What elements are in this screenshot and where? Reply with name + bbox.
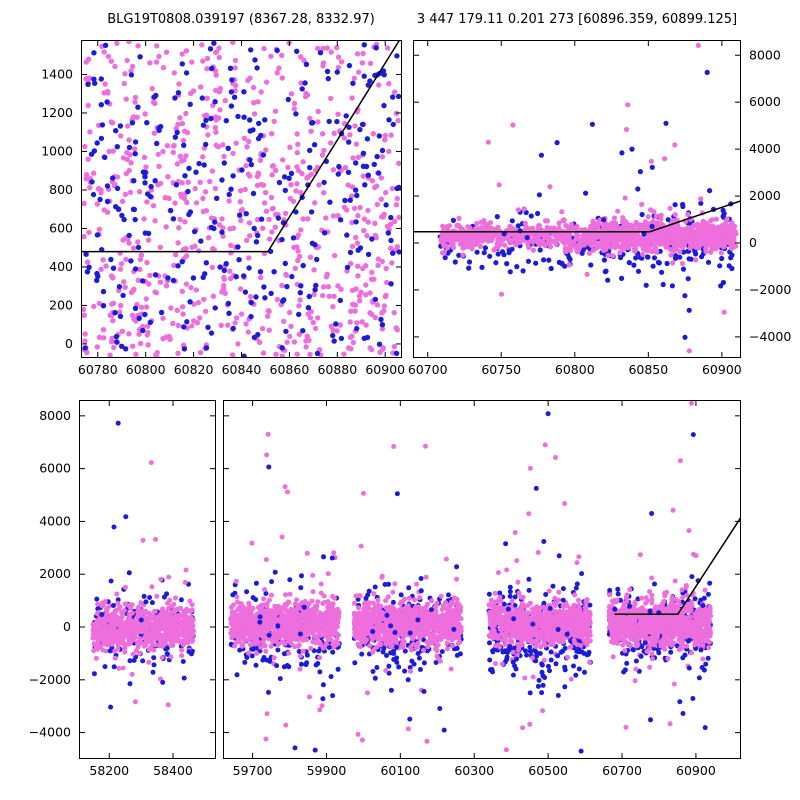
tick-labels: 58200 58400 −4000 −2000 0 2000 4000 6000 8000	[29, 408, 193, 778]
y-tick-label: −4000	[29, 725, 71, 740]
axis-ticks	[223, 400, 741, 759]
blue-extremes	[111, 420, 129, 530]
tick-labels: 60700 60750 60800 60850 60900 −4000 −2000 0 2000…	[408, 47, 792, 377]
x-tick-label: 60800	[126, 362, 166, 377]
blue-outliers-s2	[363, 582, 457, 733]
y-tick-label: 8000	[39, 408, 71, 423]
pink-band-s3	[486, 588, 593, 665]
axes-frame	[413, 40, 741, 358]
x-tick-label: 60780	[78, 362, 118, 377]
blue-extremes-s4	[649, 432, 696, 516]
x-tick-label: 59900	[307, 763, 347, 778]
y-tick-label: 200	[49, 297, 73, 312]
pink-outliers-s1	[233, 489, 340, 742]
panel-top-right-season: 60700 60750 60800 60850 60900 −4000 −2000 0 2000…	[408, 40, 791, 377]
x-tick-label: 60820	[174, 362, 214, 377]
pink-extremes-s1	[264, 431, 288, 490]
x-tick-label: 60900	[702, 362, 742, 377]
x-tick-label: 60860	[270, 362, 310, 377]
x-tick-label: 59700	[233, 763, 273, 778]
axis-ticks	[413, 40, 741, 358]
tick-labels: 60780 60800 60820 60840 60860 60880 60900 0 200 4…	[41, 66, 405, 377]
y-tick-label: 4000	[749, 141, 781, 156]
x-tick-label: 60850	[628, 362, 668, 377]
x-tick-label: 60500	[528, 763, 568, 778]
y-tick-label: −2000	[749, 282, 791, 297]
blue-outliers-s3	[490, 539, 584, 754]
x-tick-label: 60700	[602, 763, 642, 778]
y-tick-label: 600	[49, 220, 73, 235]
x-tick-label: 58400	[153, 763, 193, 778]
x-tick-label: 60300	[454, 763, 494, 778]
y-tick-label: 1400	[41, 66, 73, 81]
pink-points-lower	[81, 168, 400, 356]
pink-outliers-s4	[610, 528, 708, 730]
x-tick-label: 60100	[380, 763, 420, 778]
tick-labels: 59700 59900 60100 60300 60500 60700 60900	[233, 763, 716, 778]
scatter-points	[228, 400, 714, 754]
y-tick-label: 6000	[39, 461, 71, 476]
axis-ticks	[81, 40, 402, 358]
axis-ticks	[79, 400, 216, 759]
blue-extremes-s2	[394, 491, 400, 497]
pink-extremes-s4	[670, 400, 694, 513]
pink-band	[90, 591, 197, 671]
blue-outliers-s1	[257, 554, 336, 753]
pink-extremes	[140, 460, 158, 543]
pink-outliers-s2	[355, 490, 460, 744]
x-tick-label: 60900	[365, 362, 405, 377]
x-tick-label: 60750	[481, 362, 521, 377]
y-tick-label: 400	[49, 259, 73, 274]
y-tick-label: 0	[65, 336, 73, 351]
pink-band-right	[602, 205, 739, 259]
axes-frame	[79, 400, 216, 759]
x-tick-label: 60700	[408, 362, 448, 377]
y-tick-label: 2000	[749, 188, 781, 203]
axes-frame	[223, 400, 741, 759]
panel-bottom-left-early-season: 58200 58400 −4000 −2000 0 2000 4000 6000 8000	[29, 400, 216, 778]
y-tick-label: 8000	[749, 47, 781, 62]
y-tick-label: 6000	[749, 94, 781, 109]
x-tick-label: 60800	[555, 362, 595, 377]
figure-title-left: BLG19T0808.039197 (8367.28, 8332.97)	[107, 12, 375, 27]
pink-outliers-s3	[493, 501, 587, 753]
y-tick-label: −4000	[749, 329, 791, 344]
scatter-points	[81, 40, 402, 358]
model-line	[413, 200, 741, 233]
blue-outliers	[94, 570, 192, 710]
x-tick-label: 60840	[222, 362, 262, 377]
pink-extremes-s3	[527, 442, 558, 471]
x-tick-label: 58200	[89, 763, 129, 778]
y-tick-label: 0	[749, 235, 757, 250]
blue-extremes-s1	[266, 464, 272, 470]
panel-top-left-zoom: 60780 60800 60820 60840 60860 60880 60900 0 200 4…	[41, 40, 405, 377]
y-tick-label: 1000	[41, 143, 73, 158]
y-tick-label: −2000	[29, 672, 71, 687]
pink-extremes-s2	[391, 443, 428, 449]
panel-bottom-right-recent-seasons: 59700 59900 60100 60300 60500 60700 60900	[223, 400, 741, 778]
model-line	[81, 40, 401, 253]
pink-outliers	[94, 567, 195, 708]
x-tick-label: 60880	[317, 362, 357, 377]
scatter-points	[437, 42, 739, 354]
pink-extremes	[625, 42, 701, 164]
x-tick-label: 60900	[676, 763, 716, 778]
y-tick-label: 1200	[41, 105, 73, 120]
y-tick-label: 800	[49, 182, 73, 197]
model-line	[614, 516, 741, 616]
pink-band-s1	[228, 589, 342, 661]
scatter-points	[90, 420, 197, 710]
figure-title-right: 3 447 179.11 0.201 273 [60896.359, 60899…	[416, 12, 738, 27]
blue-outliers	[501, 146, 735, 340]
y-tick-label: 4000	[39, 513, 71, 528]
y-tick-label: 0	[63, 619, 71, 634]
blue-extremes-s3	[533, 411, 551, 491]
y-tick-label: 2000	[39, 566, 71, 581]
pink-outliers	[485, 122, 727, 354]
blue-extremes	[554, 69, 710, 156]
